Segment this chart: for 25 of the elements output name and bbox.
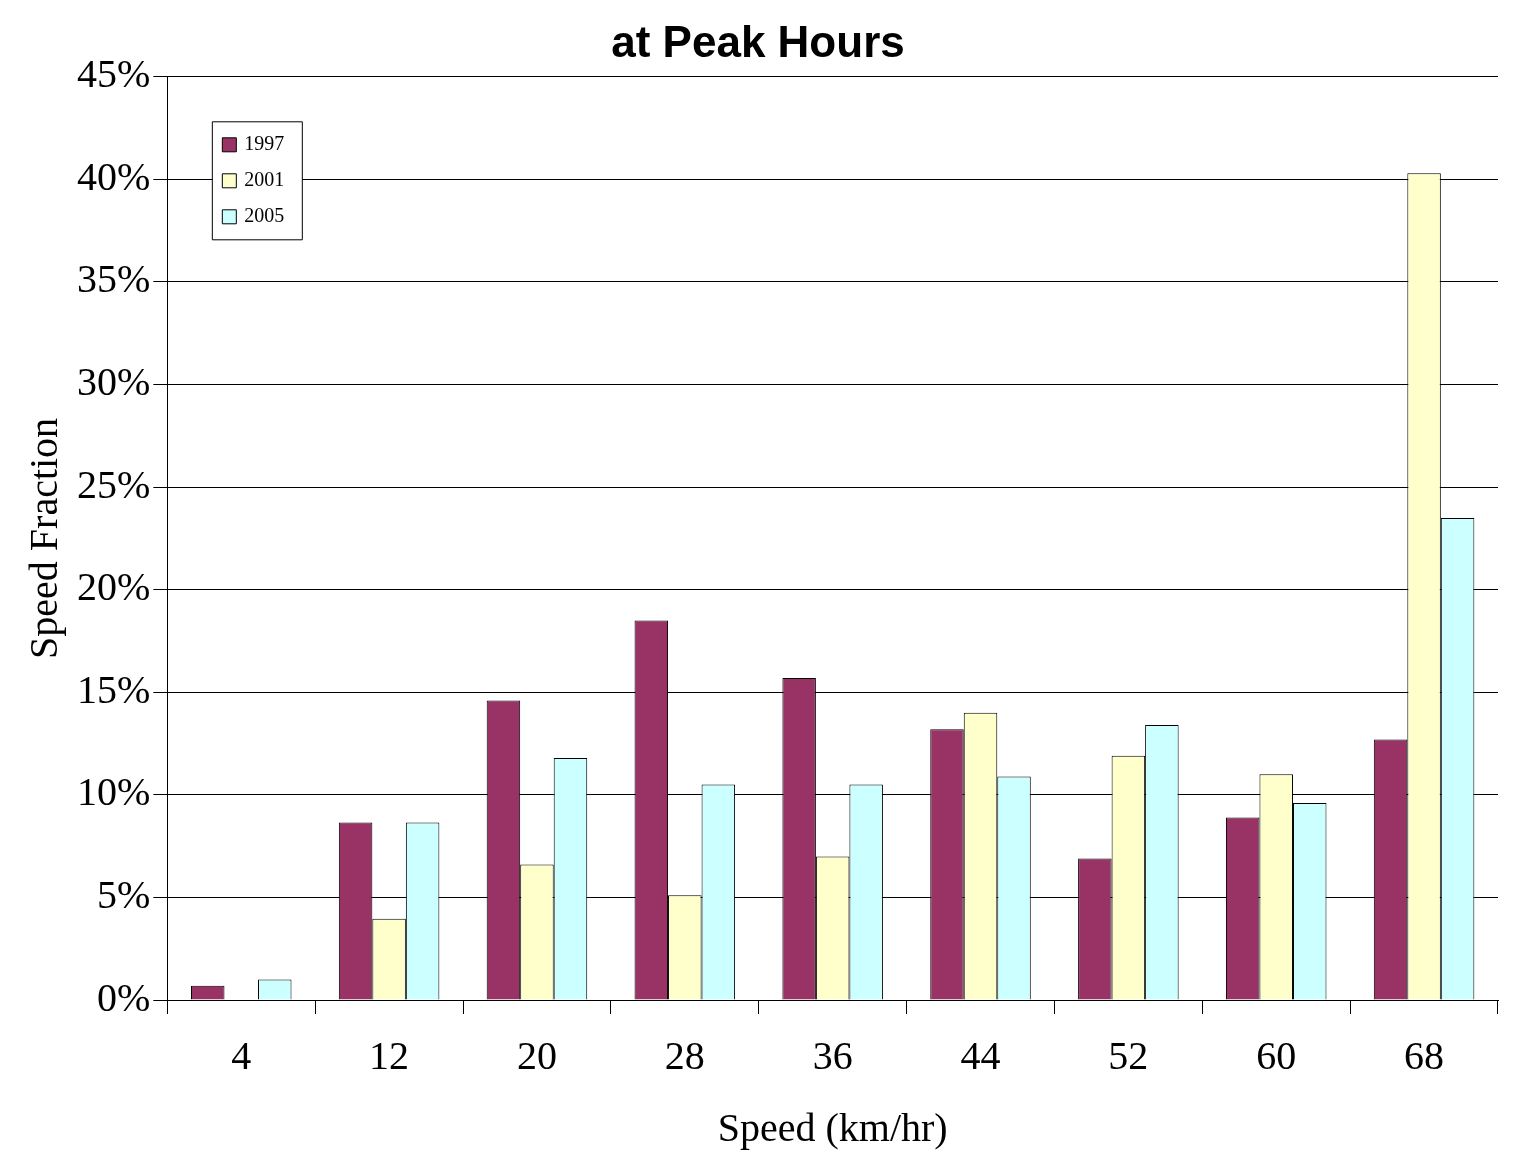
legend-label: 2001	[244, 168, 285, 191]
y-tick-label: 10%	[76, 769, 151, 815]
y-tick-label: 0%	[96, 974, 151, 1020]
x-tick-label: 20	[516, 1032, 557, 1078]
y-tick-label: 15%	[76, 666, 151, 712]
y-tick-label: 30%	[76, 359, 151, 405]
x-tick-label: 52	[1108, 1032, 1149, 1078]
y-tick-label: 35%	[76, 256, 151, 302]
x-tick-label: 68	[1404, 1032, 1445, 1078]
x-tick-label: 44	[960, 1032, 1001, 1078]
x-tick-label: 60	[1256, 1032, 1297, 1078]
y-tick-label: 45%	[76, 51, 151, 97]
chart-title: at Peak Hours	[611, 16, 905, 66]
legend-label: 2005	[244, 204, 285, 227]
y-tick-label: 20%	[76, 564, 151, 610]
x-tick-label: 28	[664, 1032, 705, 1078]
legend-label: 1997	[244, 132, 285, 155]
y-tick-label: 40%	[76, 153, 151, 199]
y-axis-title: Speed Fraction	[20, 417, 66, 659]
x-tick-label: 36	[812, 1032, 853, 1078]
y-tick-label: 5%	[96, 871, 151, 917]
x-tick-label: 12	[369, 1032, 410, 1078]
x-axis-title: Speed (km/hr)	[717, 1104, 948, 1150]
x-tick-label: 4	[231, 1032, 252, 1078]
y-tick-label: 25%	[76, 461, 151, 507]
